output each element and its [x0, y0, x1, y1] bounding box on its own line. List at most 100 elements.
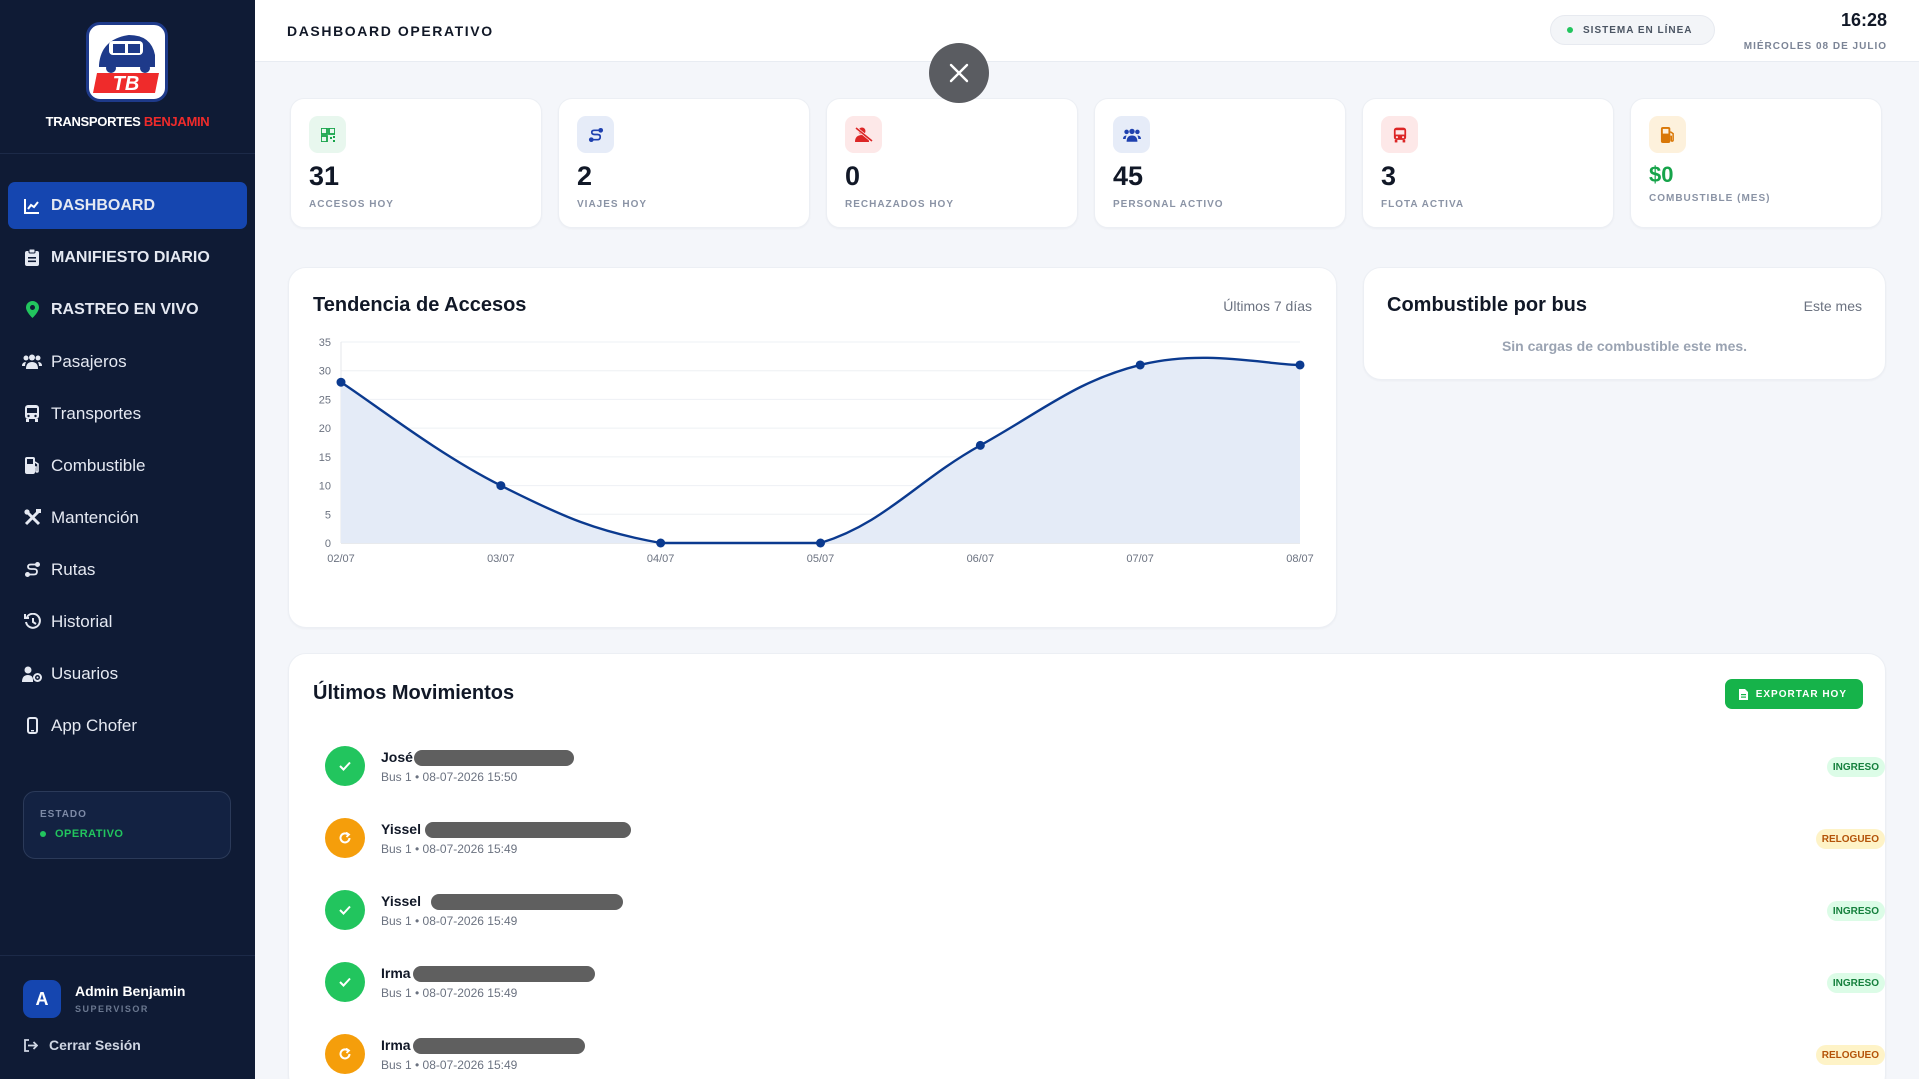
system-status-badge: SISTEMA EN LÍNEA — [1550, 15, 1715, 45]
mobile-icon — [22, 716, 42, 736]
fuel-title: Combustible por bus — [1387, 294, 1587, 316]
movement-meta: Bus 1 • 08-07-2026 15:49 — [381, 914, 518, 928]
list-item[interactable]: Yissel Bus 1 • 08-07-2026 15:49 INGRESO — [325, 890, 1885, 950]
sidebar-item-app-chofer[interactable]: App Chofer — [8, 702, 247, 749]
stat-value: 3 — [1381, 161, 1397, 191]
fuel-panel: Combustible por bus Este mes Sin cargas … — [1363, 267, 1886, 380]
tools-icon — [22, 508, 42, 528]
data-point — [1295, 360, 1305, 370]
map-pin-icon — [22, 300, 42, 320]
fuel-empty-message: Sin cargas de combustible este mes. — [1501, 338, 1748, 354]
movement-meta: Bus 1 • 08-07-2026 15:49 — [381, 842, 518, 856]
top-header: DASHBOARD OPERATIVO SISTEMA EN LÍNEA 16:… — [255, 0, 1919, 62]
sidebar-item-manifiesto[interactable]: MANIFIESTO DIARIO — [8, 234, 247, 281]
sidebar-item-label: Rutas — [51, 559, 96, 579]
list-item[interactable]: José Bus 1 • 08-07-2026 15:50 INGRESO — [325, 746, 1885, 806]
x-tick-label: 03/07 — [487, 553, 515, 565]
stat-label: RECHAZADOS HOY — [845, 199, 955, 210]
brand-logo[interactable]: TB — [86, 22, 168, 102]
sidebar-item-transportes[interactable]: Transportes — [8, 390, 247, 437]
file-icon — [1738, 688, 1748, 700]
status-badge: RELOGUEO — [1815, 829, 1885, 849]
data-point — [656, 538, 666, 548]
bus-icon — [1381, 116, 1418, 153]
sidebar-item-dashboard[interactable]: DASHBOARD — [8, 182, 247, 229]
redacted-name — [414, 750, 574, 766]
stat-label: ACCESOS HOY — [309, 199, 394, 210]
y-tick-label: 5 — [325, 509, 331, 521]
check-icon — [325, 890, 365, 930]
stat-label: VIAJES HOY — [577, 199, 648, 210]
svg-text:TB: TB — [113, 73, 140, 95]
y-tick-label: 10 — [319, 481, 331, 493]
y-tick-label: 20 — [319, 423, 331, 435]
movement-name: Yissel — [381, 893, 421, 909]
redacted-name — [425, 822, 631, 838]
sidebar-item-label: Historial — [51, 611, 113, 631]
movement-meta: Bus 1 • 08-07-2026 15:50 — [381, 770, 518, 784]
movements-panel: Últimos Movimientos EXPORTAR HOY José Bu… — [288, 653, 1886, 1079]
route-icon — [577, 116, 614, 153]
users-icon — [1113, 116, 1150, 153]
close-icon — [949, 63, 969, 83]
clock-time: 16:28 — [1840, 10, 1887, 30]
redacted-name — [413, 966, 595, 982]
redacted-name — [413, 1038, 585, 1054]
stat-card-rechazados: 0 RECHAZADOS HOY — [826, 98, 1078, 228]
x-tick-label: 08/07 — [1286, 553, 1314, 565]
status-badge: INGRESO — [1826, 901, 1885, 921]
movement-meta: Bus 1 • 08-07-2026 15:49 — [381, 1058, 518, 1072]
stat-value: 2 — [577, 161, 593, 191]
chart-line-icon — [22, 196, 42, 216]
user-x-icon — [845, 116, 882, 153]
sidebar-item-pasajeros[interactable]: Pasajeros — [8, 338, 247, 385]
movements-title: Últimos Movimientos — [313, 682, 515, 704]
movement-meta: Bus 1 • 08-07-2026 15:49 — [381, 986, 518, 1000]
brand-name: TRANSPORTES BENJAMIN — [45, 114, 210, 129]
x-tick-label: 06/07 — [967, 553, 995, 565]
y-tick-label: 35 — [319, 337, 331, 349]
sidebar-item-label: DASHBOARD — [51, 196, 155, 214]
sidebar-item-label: Combustible — [51, 455, 146, 475]
user-name: Admin Benjamin — [75, 983, 186, 999]
status-dot-icon — [1567, 27, 1573, 33]
sidebar-item-usuarios[interactable]: Usuarios — [8, 650, 247, 697]
sidebar-item-label: Pasajeros — [51, 351, 127, 371]
list-item[interactable]: Yissel Bus 1 • 08-07-2026 15:49 RELOGUEO — [325, 818, 1885, 878]
y-tick-label: 25 — [319, 394, 331, 406]
list-item[interactable]: Irma Bus 1 • 08-07-2026 15:49 RELOGUEO — [325, 1034, 1885, 1079]
export-today-button[interactable]: EXPORTAR HOY — [1724, 679, 1863, 709]
trend-chart: 0 5 10 15 20 25 30 35 02/07 03/07 04/07 05/07 06/07 0… — [319, 337, 1314, 565]
logout-button[interactable]: Cerrar Sesión — [23, 1037, 141, 1053]
trend-range[interactable]: Últimos 7 días — [1223, 298, 1312, 314]
close-button[interactable] — [929, 43, 989, 103]
trend-panel: Tendencia de Accesos Últimos 7 días 0 5 10… — [288, 267, 1337, 628]
status-badge: RELOGUEO — [1815, 1045, 1885, 1065]
route-icon — [22, 560, 42, 580]
data-point — [816, 538, 825, 548]
sidebar-item-historial[interactable]: Historial — [8, 598, 247, 645]
sign-out-icon — [23, 1038, 39, 1052]
sidebar-item-mantencion[interactable]: Mantención — [8, 494, 247, 541]
avatar[interactable]: A — [23, 980, 61, 1018]
y-tick-label: 0 — [325, 538, 331, 550]
users-icon — [22, 352, 42, 372]
estado-card: ESTADO OPERATIVO — [23, 791, 231, 859]
sidebar-item-rastreo[interactable]: RASTREO EN VIVO — [8, 286, 247, 333]
estado-label: ESTADO — [40, 809, 87, 820]
list-item[interactable]: Irma Bus 1 • 08-07-2026 15:49 INGRESO — [325, 962, 1885, 1022]
sidebar-item-combustible[interactable]: Combustible — [8, 442, 247, 489]
stat-label: FLOTA ACTIVA — [1381, 199, 1465, 210]
sidebar-item-rutas[interactable]: Rutas — [8, 546, 247, 593]
sidebar-item-label: Transportes — [51, 403, 142, 423]
movement-name: José — [381, 749, 413, 765]
stat-value: 45 — [1113, 161, 1144, 191]
status-dot-icon — [40, 831, 46, 837]
page-title: DASHBOARD OPERATIVO — [287, 23, 494, 39]
fuel-range[interactable]: Este mes — [1803, 298, 1862, 314]
bus-icon — [22, 404, 42, 424]
y-tick-label: 30 — [319, 366, 331, 378]
sidebar-divider — [0, 153, 255, 154]
redacted-name — [431, 894, 623, 910]
trend-title: Tendencia de Accesos — [313, 294, 527, 316]
